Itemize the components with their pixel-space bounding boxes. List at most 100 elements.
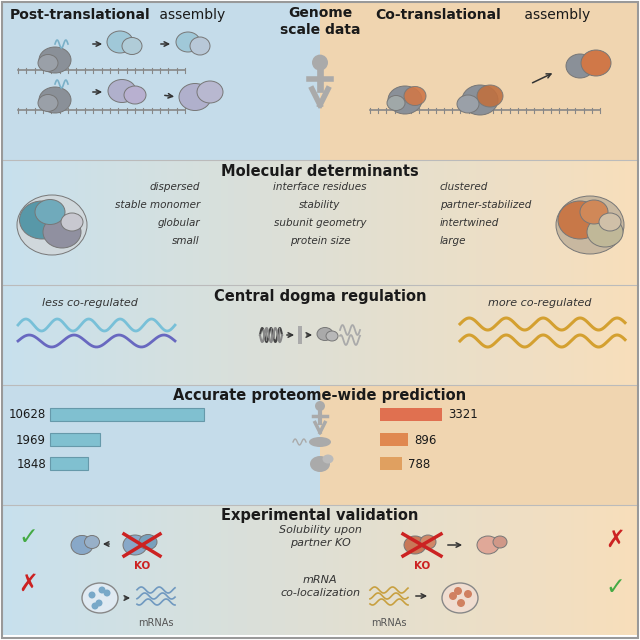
Bar (278, 505, 282, 635)
Bar (212, 505, 216, 635)
Bar (457, 160, 460, 285)
Bar (84, 160, 88, 285)
Bar (358, 505, 362, 635)
Bar (326, 160, 330, 285)
Bar (37, 160, 41, 285)
Text: more co-regulated: more co-regulated (488, 298, 592, 308)
Bar (603, 285, 607, 385)
Bar (91, 505, 95, 635)
Bar (142, 505, 146, 635)
Bar (275, 285, 279, 385)
Text: subunit geometry: subunit geometry (274, 218, 366, 228)
Bar (158, 160, 161, 285)
Bar (215, 505, 219, 635)
Bar (517, 160, 521, 285)
Bar (18, 505, 22, 635)
Bar (244, 285, 248, 385)
Bar (21, 505, 25, 635)
Bar (546, 285, 550, 385)
Bar (619, 505, 623, 635)
Circle shape (95, 600, 102, 607)
Bar (358, 285, 362, 385)
Circle shape (449, 592, 457, 600)
Bar (333, 160, 337, 285)
Bar (170, 285, 174, 385)
Bar (479, 505, 483, 635)
Bar (575, 160, 578, 285)
Bar (145, 160, 148, 285)
Bar (533, 160, 537, 285)
Circle shape (92, 602, 99, 609)
Bar (508, 160, 511, 285)
Bar (298, 285, 301, 385)
Bar (186, 505, 190, 635)
Bar (492, 160, 495, 285)
Bar (428, 160, 432, 285)
Bar (209, 160, 212, 285)
Bar (390, 285, 394, 385)
Circle shape (457, 599, 465, 607)
Bar (164, 285, 168, 385)
Bar (291, 160, 295, 285)
Bar (189, 505, 193, 635)
Bar (377, 505, 381, 635)
Bar (352, 505, 355, 635)
Bar (572, 285, 575, 385)
Text: ✗: ✗ (18, 572, 38, 596)
Bar (152, 160, 155, 285)
Bar (155, 505, 158, 635)
Bar (488, 285, 492, 385)
Bar (362, 505, 365, 635)
Bar (266, 160, 269, 285)
Bar (524, 160, 527, 285)
Text: clustered: clustered (440, 182, 488, 192)
Bar (272, 505, 276, 635)
Bar (81, 160, 85, 285)
Bar (2, 2, 320, 160)
Bar (572, 160, 575, 285)
Bar (116, 285, 120, 385)
Bar (8, 160, 12, 285)
Text: assembly: assembly (155, 8, 225, 22)
Bar (123, 160, 127, 285)
Bar (50, 433, 100, 446)
Bar (301, 160, 305, 285)
Bar (44, 160, 47, 285)
Bar (152, 285, 155, 385)
Bar (72, 505, 76, 635)
Bar (282, 505, 285, 635)
Bar (132, 505, 136, 635)
Bar (339, 285, 343, 385)
Bar (546, 160, 550, 285)
Bar (470, 160, 473, 285)
Bar (244, 505, 248, 635)
Bar (132, 160, 136, 285)
Bar (380, 505, 384, 635)
Bar (212, 285, 216, 385)
Bar (549, 505, 553, 635)
Ellipse shape (139, 534, 157, 550)
Text: stability: stability (300, 200, 340, 210)
Bar (514, 285, 518, 385)
Bar (288, 160, 292, 285)
Bar (129, 285, 133, 385)
Bar (609, 505, 613, 635)
Bar (189, 285, 193, 385)
Bar (393, 285, 397, 385)
Bar (342, 160, 346, 285)
Bar (339, 160, 343, 285)
Bar (330, 285, 333, 385)
Bar (492, 285, 495, 385)
Bar (342, 505, 346, 635)
Bar (126, 505, 130, 635)
Bar (476, 505, 479, 635)
Bar (511, 160, 515, 285)
Bar (460, 285, 463, 385)
Bar (260, 160, 263, 285)
Bar (540, 285, 543, 385)
Bar (419, 285, 422, 385)
Bar (412, 505, 416, 635)
Bar (275, 160, 279, 285)
Bar (511, 505, 515, 635)
Bar (314, 285, 317, 385)
